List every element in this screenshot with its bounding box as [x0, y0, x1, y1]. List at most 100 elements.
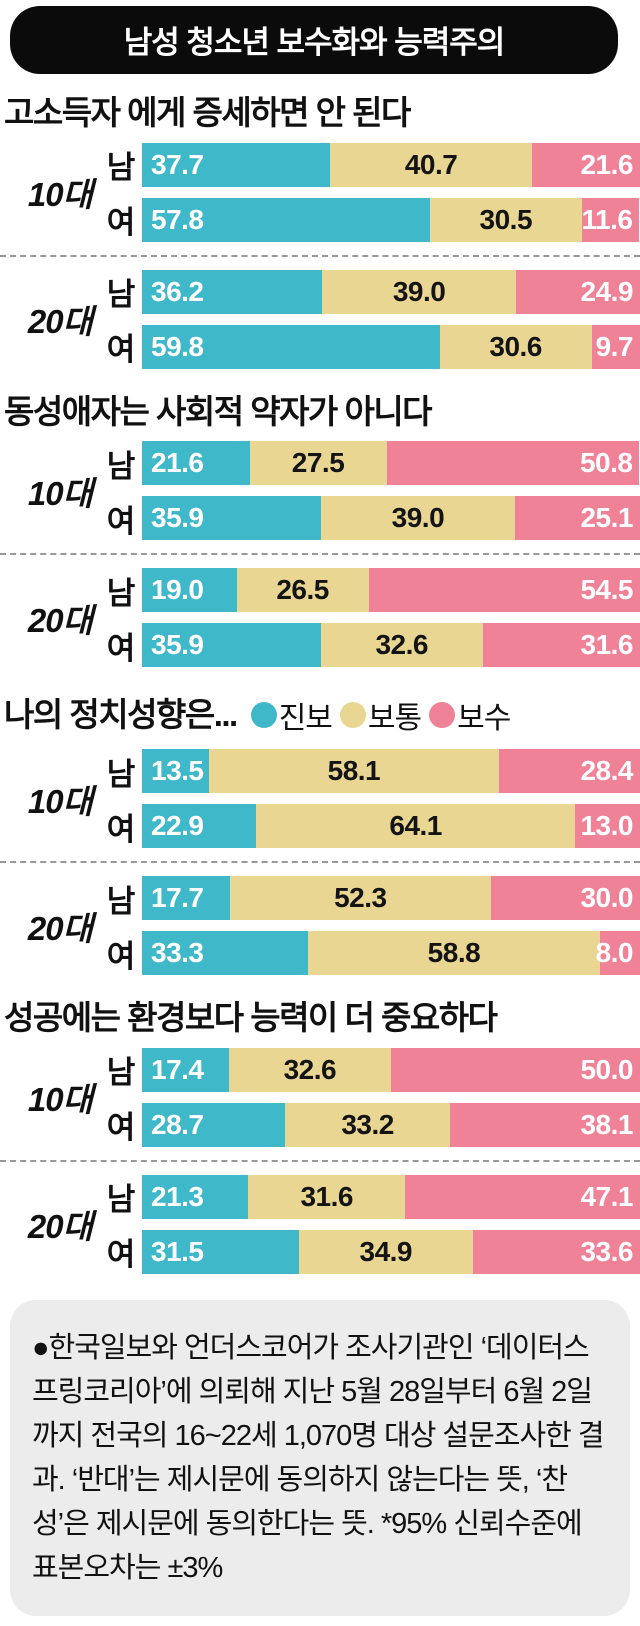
legend-dot-icon [429, 702, 456, 729]
bar-segment: 31.6 [248, 1174, 406, 1219]
bar-segment: 19.0 [142, 568, 237, 613]
chart-section: 동성애자는 사회적 약자가 아니다 10대 남 21.6 27.5 50.8 여 35.9 39… [0, 392, 640, 668]
sex-label: 여 [106, 1110, 136, 1146]
legend-dot-icon [250, 702, 277, 729]
legend-dot-icon [339, 702, 366, 729]
section-title: 나의 정치성향은... [4, 695, 238, 733]
section-title: 동성애자는 사회적 약자가 아니다 [4, 392, 433, 430]
title-banner: 남성 청소년 보수화와 능력주의 [10, 6, 618, 74]
sex-label: 남 [106, 150, 136, 186]
bar-segment: 35.9 [142, 496, 321, 541]
age-group-label: 10대 [27, 176, 93, 214]
bar-segment: 59.8 [142, 324, 440, 369]
section-header: 나의 정치성향은... 진보 보통 보수 [4, 693, 640, 737]
bar-segment: 31.5 [142, 1229, 299, 1274]
bar-segment: 28.4 [498, 749, 640, 794]
group-divider [0, 1159, 640, 1162]
stacked-bar: 17.4 32.6 50.0 [142, 1047, 640, 1092]
sex-label: 남 [106, 1182, 136, 1218]
section-header: 동성애자는 사회적 약자가 아니다 [4, 392, 640, 430]
bar-segment: 39.0 [320, 496, 515, 541]
bar-segment: 58.1 [209, 749, 499, 794]
bar-segment: 50.8 [386, 441, 640, 486]
bar-segment: 40.7 [329, 142, 533, 187]
stacked-bar: 28.7 33.2 38.1 [142, 1102, 640, 1147]
age-group-label: 10대 [27, 782, 93, 820]
bar-segment: 32.6 [320, 623, 483, 668]
bar-segment: 26.5 [236, 568, 369, 613]
bar-segment: 64.1 [256, 804, 576, 849]
bar-segment: 30.5 [429, 197, 582, 242]
bar-rows: 남 37.7 40.7 21.6 여 57.8 30.5 11.6 [100, 142, 640, 242]
bar-row: 남 13.5 58.1 28.4 [100, 749, 640, 794]
bar-segment: 28.7 [142, 1102, 285, 1147]
sex-label: 남 [106, 1055, 136, 1091]
sex-label: 여 [106, 938, 136, 974]
stacked-bar: 33.3 58.8 8.0 [142, 931, 640, 976]
bar-row: 남 21.6 27.5 50.8 [100, 441, 640, 486]
bar-segment: 11.6 [582, 197, 640, 242]
stacked-bar: 37.7 40.7 21.6 [142, 142, 640, 187]
group-divider [0, 861, 640, 864]
bar-rows: 남 19.0 26.5 54.5 여 35.9 32.6 31.6 [100, 568, 640, 668]
sex-label: 남 [106, 883, 136, 919]
age-group: 10대 남 21.6 27.5 50.8 여 35.9 39.0 25.1 [0, 441, 640, 541]
stacked-bar: 35.9 39.0 25.1 [142, 496, 640, 541]
bar-segment: 47.1 [405, 1174, 640, 1219]
bar-rows: 남 17.4 32.6 50.0 여 28.7 33.2 38.1 [100, 1047, 640, 1147]
stacked-bar: 31.5 34.9 33.6 [142, 1229, 640, 1274]
sex-label: 여 [106, 630, 136, 666]
sex-label: 여 [106, 1237, 136, 1273]
bar-segment: 13.5 [142, 749, 210, 794]
chart-section: 나의 정치성향은... 진보 보통 보수 10대 남 13.5 58.1 28.4 여 22.9 64… [0, 693, 640, 976]
stacked-bar: 17.7 52.3 30.0 [142, 876, 640, 921]
stacked-bar: 36.2 39.0 24.9 [142, 269, 640, 314]
bar-rows: 남 21.3 31.6 47.1 여 31.5 34.9 33.6 [100, 1174, 640, 1274]
bar-segment: 8.0 [596, 931, 640, 976]
legend: 진보 보통 보수 [250, 693, 519, 737]
sex-label: 여 [106, 503, 136, 539]
bar-segment: 33.6 [472, 1229, 640, 1274]
bar-segment: 57.8 [142, 197, 430, 242]
bar-segment: 17.4 [142, 1047, 229, 1092]
sex-label: 남 [106, 575, 136, 611]
bar-row: 남 17.7 52.3 30.0 [100, 876, 640, 921]
legend-item: 보통 [339, 693, 422, 737]
bar-segment: 21.6 [142, 441, 250, 486]
bar-row: 여 28.7 33.2 38.1 [100, 1102, 640, 1147]
legend-label: 보수 [457, 702, 511, 736]
age-group: 20대 남 36.2 39.0 24.9 여 59.8 30.6 9.7 [0, 269, 640, 369]
bar-row: 여 31.5 34.9 33.6 [100, 1229, 640, 1274]
bar-segment: 25.1 [515, 496, 640, 541]
bar-segment: 54.5 [368, 568, 640, 613]
section-header: 고소득자 에게 증세하면 안 된다 [4, 95, 640, 131]
bar-segment: 22.9 [142, 804, 257, 849]
bar-segment: 31.6 [482, 623, 640, 668]
bar-segment: 30.6 [439, 324, 592, 369]
bar-row: 여 35.9 39.0 25.1 [100, 496, 640, 541]
bar-rows: 남 36.2 39.0 24.9 여 59.8 30.6 9.7 [100, 269, 640, 369]
legend-item: 보수 [429, 693, 511, 737]
bar-segment: 24.9 [516, 269, 640, 314]
bar-segment: 36.2 [142, 269, 323, 314]
bar-segment: 9.7 [591, 324, 640, 369]
bar-row: 여 22.9 64.1 13.0 [100, 804, 640, 849]
section-header: 성공에는 환경보다 능력이 더 중요하다 [4, 1001, 640, 1036]
age-group: 10대 남 13.5 58.1 28.4 여 22.9 64.1 13.0 [0, 749, 640, 849]
stacked-bar: 22.9 64.1 13.0 [142, 804, 640, 849]
footnote: ●한국일보와 언더스코어가 조사기관인 ‘데이터스프링코리아’에 의뢰해 지난 … [10, 1299, 630, 1617]
legend-label: 보통 [367, 702, 422, 736]
bar-segment: 35.9 [142, 623, 321, 668]
bar-segment: 13.0 [575, 804, 640, 849]
bar-row: 여 59.8 30.6 9.7 [100, 324, 640, 369]
age-group: 20대 남 21.3 31.6 47.1 여 31.5 34.9 33.6 [0, 1174, 640, 1274]
bar-row: 남 36.2 39.0 24.9 [100, 269, 640, 314]
legend-item: 진보 [250, 693, 333, 737]
age-group-label: 20대 [27, 909, 93, 947]
bar-row: 여 35.9 32.6 31.6 [100, 623, 640, 668]
sex-label: 여 [106, 332, 136, 368]
bar-row: 여 33.3 58.8 8.0 [100, 931, 640, 976]
bar-segment: 58.8 [307, 931, 601, 976]
sex-label: 남 [106, 756, 136, 792]
stacked-bar: 13.5 58.1 28.4 [142, 749, 640, 794]
